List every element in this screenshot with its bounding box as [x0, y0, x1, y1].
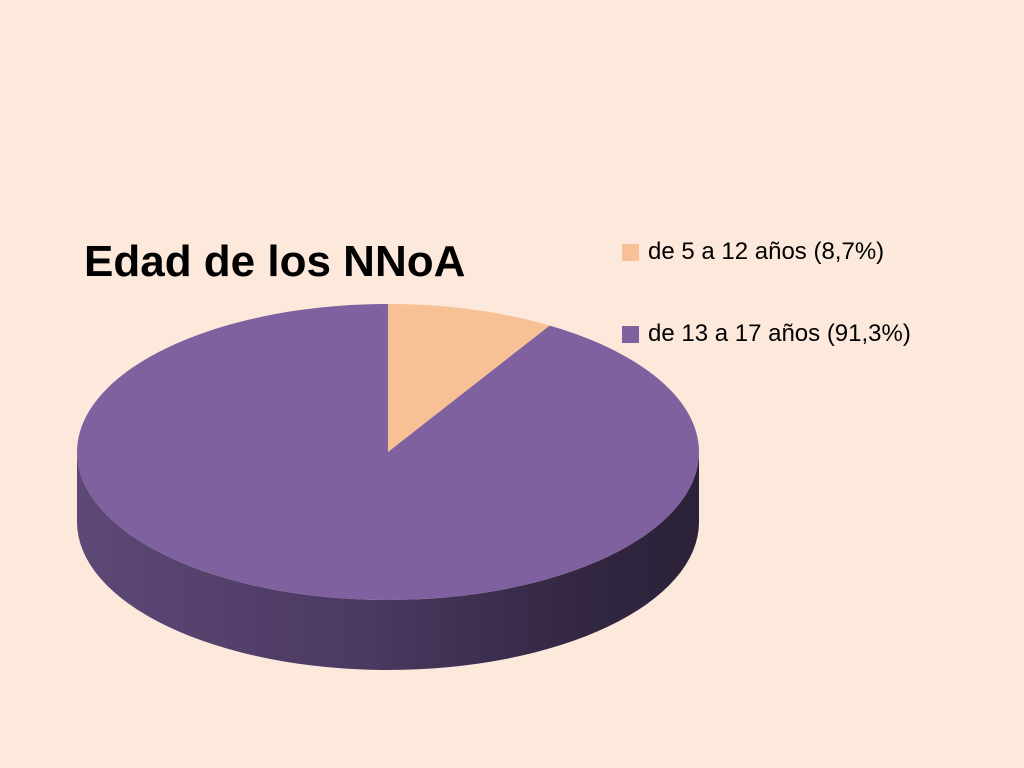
- pie-slice-5-12: [388, 304, 550, 452]
- legend-item-5-12: de 5 a 12 años (8,7%): [622, 232, 911, 272]
- legend-label-5-12: de 5 a 12 años (8,7%): [648, 238, 885, 265]
- pie-side-wall: [77, 452, 699, 670]
- chart-title: Edad de los NNoA: [84, 237, 466, 286]
- pie-slices: [76, 304, 700, 600]
- pie-slice-13-17: [76, 304, 700, 600]
- legend-label-13-17: de 13 a 17 años (91,3%): [648, 320, 911, 347]
- pie-side: [77, 452, 699, 670]
- legend: de 5 a 12 años (8,7%) de 13 a 17 años (9…: [622, 232, 911, 396]
- legend-swatch-5-12: [622, 243, 639, 261]
- legend-swatch-13-17: [622, 325, 639, 343]
- legend-item-13-17: de 13 a 17 años (91,3%): [622, 314, 911, 354]
